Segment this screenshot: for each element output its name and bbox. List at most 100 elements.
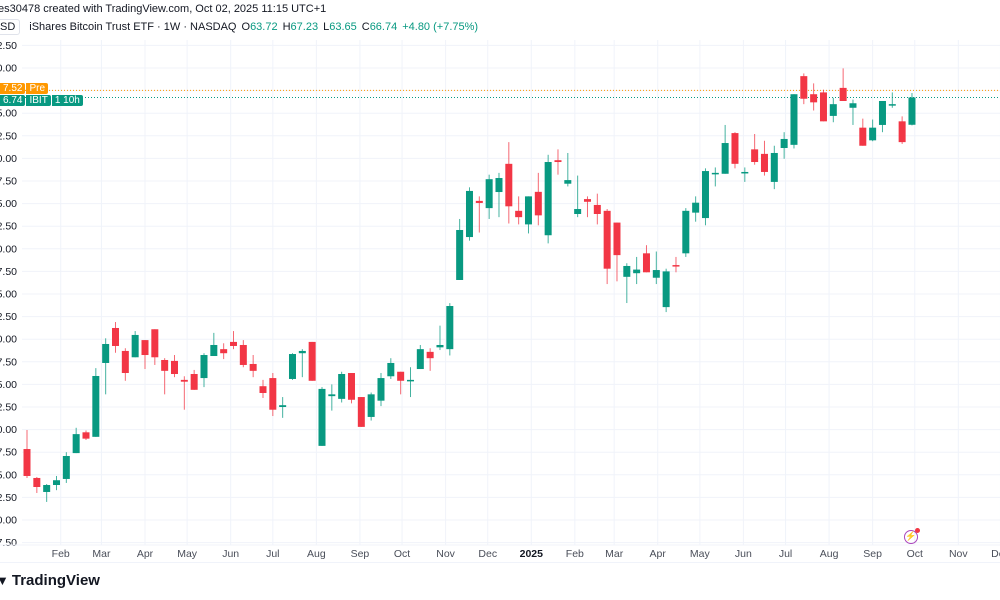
y-axis-tick-label: 5.00 xyxy=(0,288,17,300)
x-axis-tick-label: May xyxy=(177,548,198,560)
candle-up xyxy=(456,218,464,280)
candle-body xyxy=(603,210,611,269)
candle-down xyxy=(33,476,41,493)
candle-up xyxy=(52,475,60,491)
symbol-description[interactable]: iShares Bitcoin Trust ETF · 1W · NASDAQ xyxy=(29,21,237,33)
candle-body xyxy=(534,191,542,216)
candle-down xyxy=(505,142,513,224)
x-axis-tick-label: Aug xyxy=(820,548,839,560)
candle-body xyxy=(908,97,916,125)
candle-up xyxy=(780,132,788,159)
candle-body xyxy=(760,153,768,172)
candle-down xyxy=(613,222,621,282)
y-axis-tick-label: 0.00 xyxy=(0,424,17,436)
candle-body xyxy=(387,362,395,377)
candle-down xyxy=(111,322,119,353)
candle-up xyxy=(682,208,690,257)
candle-up xyxy=(574,175,582,218)
candle-up xyxy=(652,251,660,285)
y-axis-tick-label: 2.50 xyxy=(0,221,17,233)
candle-down xyxy=(859,118,867,146)
candle-body xyxy=(849,103,857,108)
candle-body xyxy=(298,350,306,354)
candle-up xyxy=(888,92,896,108)
y-axis-tick-label: 0.00 xyxy=(0,153,17,165)
last-price-tag: 6.74 xyxy=(0,95,26,106)
candle-down xyxy=(161,358,169,395)
candle-body xyxy=(367,394,375,417)
candle-down xyxy=(151,329,159,365)
candle-body xyxy=(692,202,700,213)
candle-body xyxy=(593,204,601,214)
candle-up xyxy=(102,338,110,395)
candle-body xyxy=(613,222,621,256)
y-axis-tick-label: 7.50 xyxy=(0,266,17,278)
candle-body xyxy=(839,87,847,101)
low-value: 63.65 xyxy=(329,21,357,33)
candle-down xyxy=(259,379,267,398)
candle-body xyxy=(770,152,778,182)
tradingview-logo-icon: ▼ xyxy=(0,573,9,588)
candle-up xyxy=(701,168,709,226)
symbol-legend: SD iShares Bitcoin Trust ETF · 1W · NASD… xyxy=(0,19,483,35)
symbol-label-tag: IBIT xyxy=(26,95,51,106)
candle-up xyxy=(210,332,218,357)
x-axis-tick-label: Oct xyxy=(394,548,410,560)
candle-down xyxy=(397,371,405,395)
y-axis-tick-label: 5.00 xyxy=(0,108,17,120)
x-axis-tick-label: Oct xyxy=(907,548,923,560)
candle-body xyxy=(652,270,660,278)
close-value: 66.74 xyxy=(369,21,398,33)
candle-down xyxy=(554,149,562,175)
candle-body xyxy=(475,200,483,203)
candle-body xyxy=(524,196,532,225)
candle-up xyxy=(298,349,306,378)
candle-body xyxy=(436,344,444,348)
x-axis-tick-label: Apr xyxy=(650,548,667,560)
candle-body xyxy=(505,163,513,207)
events-lightning-icon[interactable]: ⚡ xyxy=(904,528,920,544)
candle-up xyxy=(770,145,778,190)
candle-body xyxy=(721,143,729,174)
candle-down xyxy=(751,133,759,165)
candle-up xyxy=(692,196,700,222)
x-axis-tick-label: Jun xyxy=(222,548,239,560)
candle-up xyxy=(495,172,503,218)
candle-body xyxy=(239,344,247,365)
candle-down xyxy=(583,196,591,218)
candle-body xyxy=(377,378,385,401)
candle-body xyxy=(210,344,218,357)
candle-up xyxy=(318,387,326,446)
candle-body xyxy=(878,100,886,125)
candle-body xyxy=(43,485,51,492)
candle-body xyxy=(869,127,877,141)
candle-body xyxy=(416,349,424,370)
candle-down xyxy=(760,140,768,176)
close-label: C xyxy=(361,21,370,33)
candle-down xyxy=(603,209,611,285)
candle-body xyxy=(102,343,110,363)
candle-down xyxy=(170,355,178,378)
x-axis-tick-label: Sep xyxy=(863,548,882,560)
y-axis-tick-label: 5.00 xyxy=(0,379,17,391)
candle-body xyxy=(583,199,591,202)
candle-body xyxy=(249,363,257,371)
x-axis-tick-label: 2025 xyxy=(520,548,544,560)
candle-body xyxy=(642,253,650,273)
candle-body xyxy=(485,179,493,209)
y-axis-tick-label: 2.50 xyxy=(0,401,17,413)
x-axis-tick-label: Apr xyxy=(137,548,154,560)
low-label: L xyxy=(323,21,330,33)
currency-button[interactable]: SD xyxy=(0,19,21,35)
candle-body xyxy=(121,350,129,374)
tradingview-logo-text: TradingView xyxy=(11,572,100,589)
x-axis-tick-label: May xyxy=(690,548,711,560)
high-label: H xyxy=(282,21,291,33)
candle-body xyxy=(111,327,119,346)
candle-body xyxy=(515,210,523,218)
candle-down xyxy=(357,397,365,427)
candle-body xyxy=(711,172,719,175)
candle-body xyxy=(741,171,749,174)
x-axis-tick-label: Nov xyxy=(436,548,455,560)
